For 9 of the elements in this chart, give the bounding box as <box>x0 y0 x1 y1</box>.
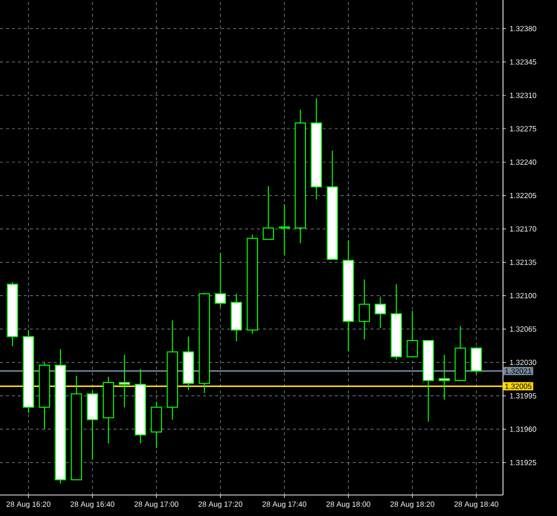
candlestick <box>374 296 386 329</box>
candlestick <box>438 354 450 400</box>
candlestick <box>262 185 274 240</box>
candlestick <box>278 204 290 256</box>
candlestick <box>358 278 370 340</box>
candlestick <box>470 346 482 376</box>
candlestick <box>118 354 130 408</box>
candlestick <box>214 252 226 308</box>
candlestick <box>406 310 418 358</box>
